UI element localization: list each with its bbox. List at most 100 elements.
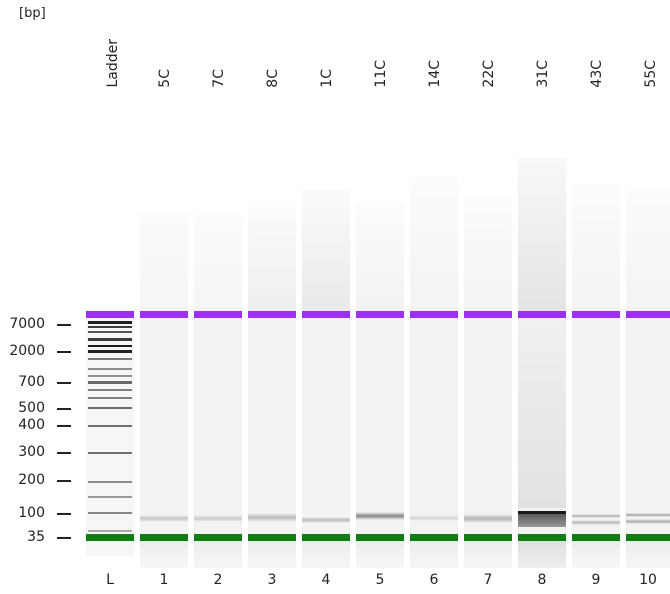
lower-marker-band [410, 534, 458, 541]
lane-bottom-smear [302, 541, 350, 568]
lane-7 [464, 196, 512, 568]
ladder-band [88, 358, 132, 360]
lane-number: L [106, 572, 114, 588]
lane-5 [356, 202, 404, 568]
lane-label-text: 7C [211, 69, 227, 88]
upper-marker-band [302, 311, 350, 318]
lane-bottom-smear [518, 541, 566, 568]
lane-label-10: 55C [641, 10, 661, 88]
lower-marker-band [140, 534, 188, 541]
lane-label-text: 1C [319, 69, 335, 88]
lower-marker-band [626, 534, 670, 541]
size-marker-tick [57, 351, 71, 353]
lane-label-1: 5C [155, 10, 175, 88]
lane-label-4: 1C [317, 10, 337, 88]
size-marker-label: 2000 [9, 343, 45, 359]
lane-number: 2 [213, 572, 223, 588]
size-marker-label: 300 [18, 444, 45, 460]
ladder-band [88, 345, 132, 347]
lane-haze [464, 196, 512, 311]
size-marker-tick [57, 408, 71, 410]
lane-haze [248, 207, 296, 311]
ladder-band [88, 331, 132, 333]
lane-number: 3 [267, 572, 277, 588]
lower-marker-band [572, 534, 620, 541]
size-marker-label: 100 [18, 505, 45, 521]
unit-label: [bp] [19, 6, 46, 21]
ladder-band [88, 407, 132, 409]
lane-label-7: 22C [479, 10, 499, 88]
sample-band [194, 515, 242, 522]
size-marker-tick [57, 324, 71, 326]
size-marker-label: 500 [18, 400, 45, 416]
lane-2 [194, 212, 242, 568]
lane-label-6: 14C [425, 10, 445, 88]
lane-label-text: Ladder [105, 39, 121, 88]
lane-haze [518, 158, 566, 311]
lane-label-text: 8C [265, 69, 281, 88]
ladder-band [88, 481, 132, 483]
sample-band [572, 520, 620, 525]
lane-bottom-smear [464, 541, 512, 568]
lane-label-5: 11C [371, 10, 391, 88]
sample-band [302, 517, 350, 523]
lane-number: 1 [159, 572, 169, 588]
lane-haze [410, 177, 458, 311]
lane-label-8: 31C [533, 10, 553, 88]
upper-marker-band [356, 311, 404, 318]
lane-6 [410, 177, 458, 568]
sample-band [626, 519, 670, 524]
lane-haze [140, 212, 188, 311]
lane-haze [626, 187, 670, 311]
size-marker-label: 400 [18, 417, 45, 433]
lane-3 [248, 207, 296, 568]
lane-label-text: 11C [373, 60, 389, 88]
lane-label-3: 8C [263, 10, 283, 88]
sample-band [626, 513, 670, 517]
ladder-band [88, 425, 132, 427]
ladder-band [88, 326, 132, 328]
lane-number: 8 [537, 572, 547, 588]
lane-label-text: 55C [643, 60, 659, 88]
size-marker-tick [57, 452, 71, 454]
lower-marker-band [464, 534, 512, 541]
size-marker-label: 200 [18, 472, 45, 488]
sample-band [410, 515, 458, 521]
size-marker-tick [57, 537, 71, 539]
lane-number: 9 [591, 572, 601, 588]
lane-bottom-smear [356, 541, 404, 568]
size-marker-tick [57, 382, 71, 384]
lane-label-text: 31C [535, 60, 551, 88]
lower-marker-band [518, 534, 566, 541]
ladder-band [88, 530, 132, 532]
size-marker-tick [57, 513, 71, 515]
upper-marker-band [518, 311, 566, 318]
lower-marker-band [248, 534, 296, 541]
ladder-band [88, 350, 132, 353]
lower-marker-band [302, 534, 350, 541]
lane-smear [518, 318, 566, 508]
sample-band [140, 515, 188, 522]
lane-haze [356, 202, 404, 311]
ladder-band [88, 452, 132, 454]
lane-number: 4 [321, 572, 331, 588]
ladder-band [88, 512, 132, 514]
size-marker-label: 7000 [9, 316, 45, 332]
lane-number: 7 [483, 572, 493, 588]
sample-band [518, 514, 566, 527]
size-marker-label: 700 [18, 374, 45, 390]
lane-label-text: 22C [481, 60, 497, 88]
upper-marker-band [86, 311, 134, 318]
sample-band [518, 511, 566, 514]
lane-number: 10 [639, 572, 657, 588]
ladder-lane [86, 311, 134, 556]
ladder-band [88, 338, 132, 341]
lane-haze [302, 189, 350, 311]
sample-band [464, 514, 512, 523]
lane-label-2: 7C [209, 10, 229, 88]
ladder-band [88, 389, 132, 391]
lane-label-9: 43C [587, 10, 607, 88]
lane-4 [302, 189, 350, 568]
upper-marker-band [410, 311, 458, 318]
lane-label-text: 14C [427, 60, 443, 88]
